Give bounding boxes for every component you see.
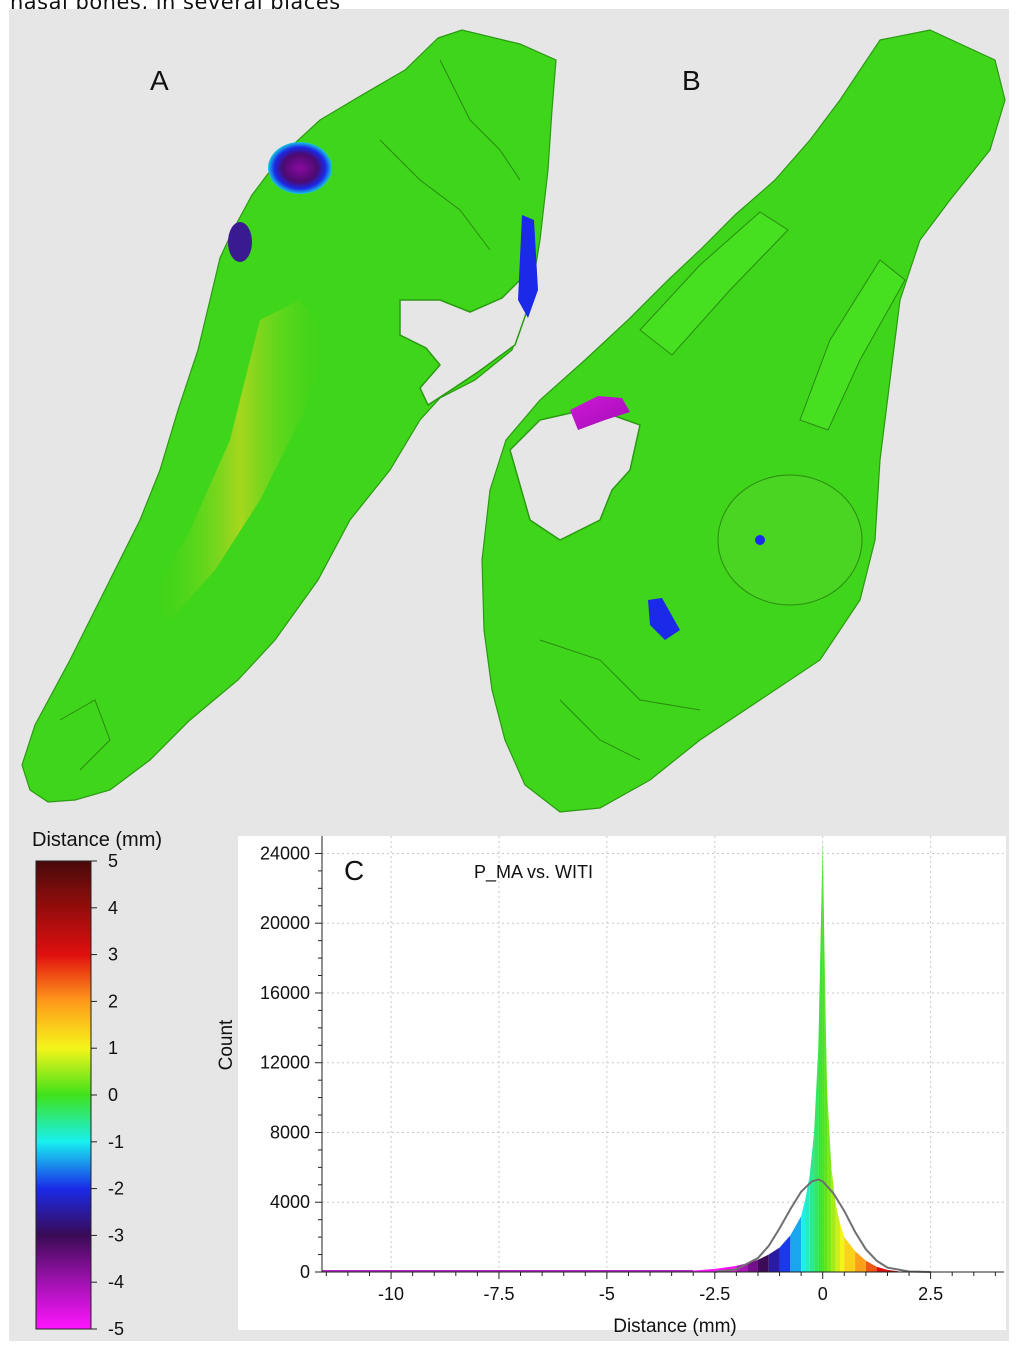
colorbar-tick-label: -5: [108, 1319, 124, 1339]
normal-fit-curve: [714, 1178, 931, 1273]
y-tick-label: 24000: [260, 843, 310, 863]
colorbar-tick-label: -4: [108, 1272, 124, 1292]
skull-dorsal-view: A: [21, 29, 557, 803]
histogram-bar: [768, 1247, 780, 1272]
chart-panel-background: [238, 836, 1006, 1330]
skull-a-deviation-spot: [268, 142, 332, 194]
histogram-chart: -10 -7.5 -5 -2.5 0 2.5 0 4000 8000 12000 16000 200…: [216, 836, 1006, 1337]
histogram-bar: [809, 1132, 815, 1272]
colorbar-ticks: 5 4 3 2 1 0 -1 -2 -3 -4 -5: [91, 851, 124, 1339]
x-tick-label: 2.5: [918, 1284, 943, 1304]
histogram-bar: [835, 1203, 840, 1272]
colorbar-title: Distance (mm): [32, 829, 162, 851]
histogram-bar: [876, 1266, 888, 1272]
skull-a-crack: [379, 139, 491, 251]
skull-b-surface: [481, 29, 1006, 813]
skull-b-tooth-row: [639, 211, 789, 356]
chart-title: P_MA vs. WITI: [474, 862, 593, 883]
y-axis-title: Count: [216, 1019, 237, 1070]
y-tick-label: 20000: [260, 913, 310, 933]
skull-b-opening: [509, 411, 641, 541]
panel-label-c: C: [344, 855, 364, 886]
y-tick-label: 12000: [260, 1053, 310, 1073]
histogram-bar: [824, 975, 828, 1272]
colorbar-tick-label: 4: [108, 898, 118, 918]
y-axis-ticks: 0 4000 8000 12000 16000 20000 24000: [260, 843, 322, 1282]
colorbar-tick-label: 0: [108, 1085, 118, 1105]
colorbar-tick-label: 3: [108, 945, 118, 965]
histogram-bar: [822, 841, 825, 1272]
histogram-bar: [779, 1235, 791, 1272]
histogram-bar: [820, 841, 823, 1272]
colorbar-gradient: [35, 860, 92, 1330]
colorbar: Distance (mm) 5 4 3 2 1 0 -1 -2 -3 -4 -5: [32, 829, 162, 1339]
panel-label-b: B: [682, 65, 701, 96]
skull-b-deviation-spot: [755, 535, 765, 545]
skull-a-ridge: [150, 300, 330, 620]
histogram-bar: [827, 1088, 832, 1272]
chart-grid: [322, 836, 1004, 1272]
histogram-bars: [322, 841, 899, 1272]
histogram-bar: [818, 940, 821, 1272]
y-tick-label: 16000: [260, 983, 310, 1003]
skull-a-crack: [59, 699, 111, 771]
x-tick-label: -7.5: [483, 1284, 514, 1304]
y-tick-label: 4000: [270, 1192, 310, 1212]
x-axis-title: Distance (mm): [613, 1316, 737, 1337]
x-tick-label: -2.5: [699, 1284, 730, 1304]
colorbar-tick-label: 5: [108, 851, 118, 871]
skull-b-deviation-spot: [648, 598, 680, 640]
y-tick-label: 0: [300, 1262, 310, 1282]
skull-a-deviation-spot: [518, 215, 538, 318]
histogram-bar: [887, 1269, 899, 1272]
x-tick-label: -10: [378, 1284, 404, 1304]
histogram-bar: [801, 1198, 806, 1272]
y-tick-label: 8000: [270, 1122, 310, 1142]
panel-label-a: A: [150, 65, 169, 96]
histogram-bar: [805, 1174, 810, 1272]
colorbar-tick-label: -1: [108, 1132, 124, 1152]
x-tick-label: 0: [818, 1284, 828, 1304]
skull-b-crack: [559, 699, 641, 761]
histogram-bar: [844, 1237, 856, 1272]
skull-a-deviation-spot: [228, 222, 252, 262]
histogram-bar: [757, 1254, 769, 1272]
skull-b-condyle: [717, 474, 863, 606]
x-tick-label: -5: [599, 1284, 615, 1304]
colorbar-tick-label: -3: [108, 1225, 124, 1245]
colorbar-tick-label: 1: [108, 1038, 118, 1058]
skull-ventral-view: B: [481, 29, 1006, 813]
histogram-bar: [839, 1223, 845, 1272]
skull-a-opening: [399, 278, 529, 407]
histogram-bar: [814, 1045, 819, 1272]
histogram-bar: [790, 1216, 802, 1272]
x-axis-ticks: -10 -7.5 -5 -2.5 0 2.5: [325, 1272, 996, 1304]
histogram-bar: [855, 1251, 866, 1272]
histogram-bar: [693, 1268, 715, 1272]
skull-b-deviation-spot: [570, 396, 630, 430]
skull-b-crack: [539, 639, 701, 711]
colorbar-tick-label: -2: [108, 1179, 124, 1199]
skull-a-crack: [439, 59, 521, 181]
colorbar-tick-label: 2: [108, 991, 118, 1011]
skull-b-tooth-row: [799, 259, 906, 431]
histogram-bar: [865, 1260, 877, 1272]
